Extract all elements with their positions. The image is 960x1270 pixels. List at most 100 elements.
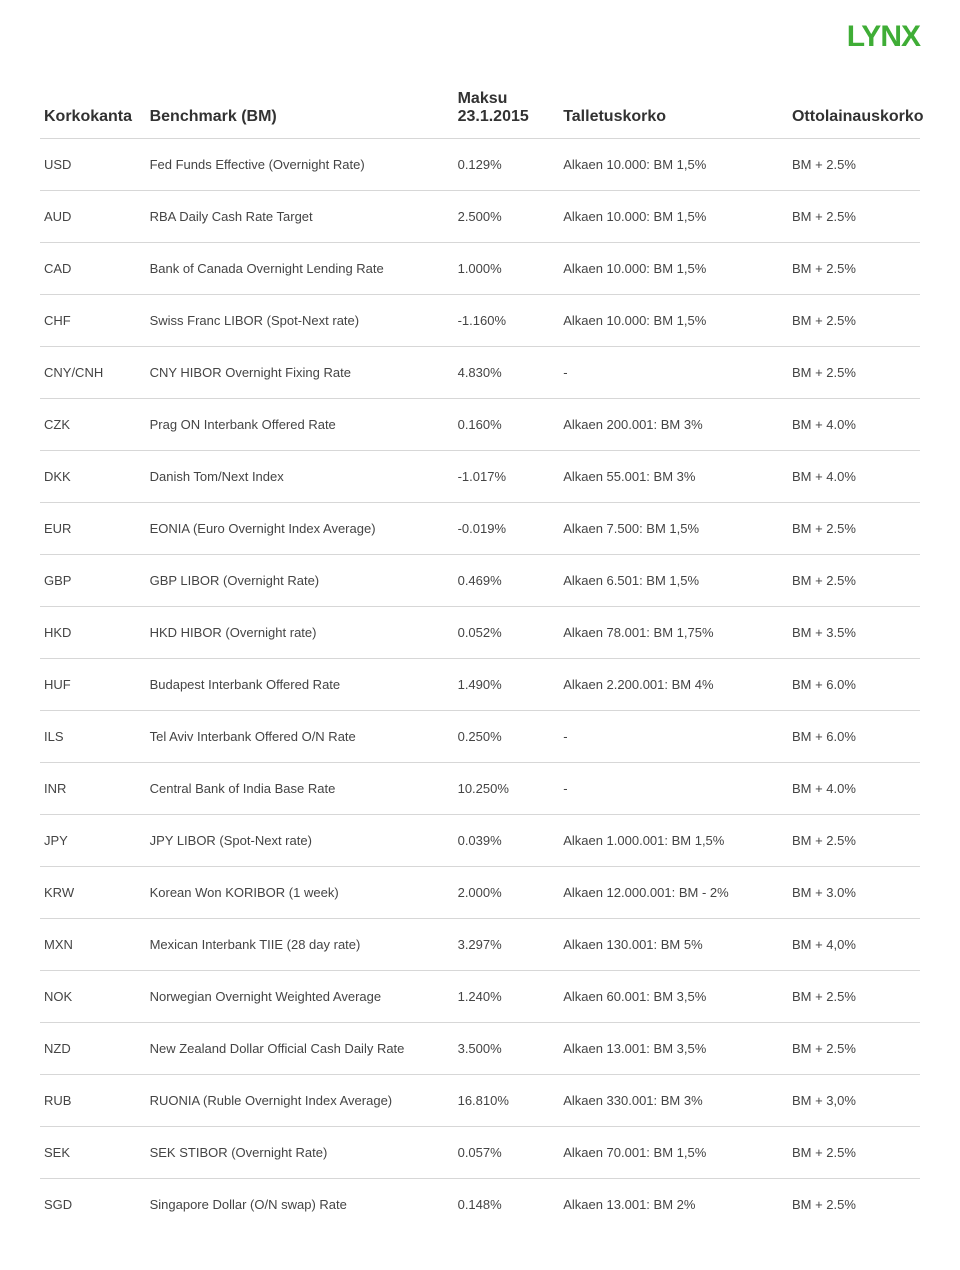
cell-loan: BM + 2.5% — [788, 1023, 920, 1075]
cell-loan: BM + 3.0% — [788, 867, 920, 919]
cell-rate: 1.240% — [454, 971, 560, 1023]
cell-currency: EUR — [40, 503, 146, 555]
cell-currency: DKK — [40, 451, 146, 503]
cell-rate: 0.039% — [454, 815, 560, 867]
cell-loan: BM + 4.0% — [788, 763, 920, 815]
cell-loan: BM + 2.5% — [788, 555, 920, 607]
cell-rate: 0.160% — [454, 399, 560, 451]
cell-deposit: Alkaen 78.001: BM 1,75% — [559, 607, 788, 659]
table-row: CADBank of Canada Overnight Lending Rate… — [40, 243, 920, 295]
cell-rate: 0.057% — [454, 1127, 560, 1179]
cell-rate: 0.250% — [454, 711, 560, 763]
table-row: USDFed Funds Effective (Overnight Rate)0… — [40, 139, 920, 191]
table-row: JPYJPY LIBOR (Spot-Next rate)0.039%Alkae… — [40, 815, 920, 867]
cell-currency: CHF — [40, 295, 146, 347]
cell-benchmark: Singapore Dollar (O/N swap) Rate — [146, 1179, 454, 1231]
cell-deposit: - — [559, 347, 788, 399]
cell-currency: RUB — [40, 1075, 146, 1127]
cell-currency: CZK — [40, 399, 146, 451]
cell-rate: 0.129% — [454, 139, 560, 191]
col-ottolainauskorko: Ottolainauskorko — [788, 84, 920, 139]
cell-currency: AUD — [40, 191, 146, 243]
cell-loan: BM + 3,0% — [788, 1075, 920, 1127]
table-row: GBPGBP LIBOR (Overnight Rate)0.469%Alkae… — [40, 555, 920, 607]
table-row: CHFSwiss Franc LIBOR (Spot-Next rate)-1.… — [40, 295, 920, 347]
table-row: NZDNew Zealand Dollar Official Cash Dail… — [40, 1023, 920, 1075]
cell-deposit: Alkaen 60.001: BM 3,5% — [559, 971, 788, 1023]
cell-loan: BM + 6.0% — [788, 711, 920, 763]
cell-rate: -0.019% — [454, 503, 560, 555]
table-row: EUREONIA (Euro Overnight Index Average)-… — [40, 503, 920, 555]
cell-currency: MXN — [40, 919, 146, 971]
cell-currency: ILS — [40, 711, 146, 763]
rates-table: Korkokanta Benchmark (BM) Maksu 23.1.201… — [40, 84, 920, 1230]
cell-rate: 2.000% — [454, 867, 560, 919]
cell-deposit: Alkaen 10.000: BM 1,5% — [559, 139, 788, 191]
cell-loan: BM + 2.5% — [788, 971, 920, 1023]
cell-benchmark: Korean Won KORIBOR (1 week) — [146, 867, 454, 919]
col-maksu-date: 23.1.2015 — [458, 108, 556, 126]
cell-benchmark: HKD HIBOR (Overnight rate) — [146, 607, 454, 659]
table-row: DKKDanish Tom/Next Index-1.017%Alkaen 55… — [40, 451, 920, 503]
cell-currency: GBP — [40, 555, 146, 607]
cell-deposit: Alkaen 1.000.001: BM 1,5% — [559, 815, 788, 867]
cell-deposit: Alkaen 200.001: BM 3% — [559, 399, 788, 451]
cell-deposit: Alkaen 55.001: BM 3% — [559, 451, 788, 503]
cell-loan: BM + 2.5% — [788, 815, 920, 867]
cell-deposit: Alkaen 10.000: BM 1,5% — [559, 191, 788, 243]
cell-rate: 0.469% — [454, 555, 560, 607]
cell-currency: NOK — [40, 971, 146, 1023]
logo: LYNX — [40, 20, 920, 54]
cell-currency: SEK — [40, 1127, 146, 1179]
cell-deposit: - — [559, 763, 788, 815]
table-row: CZKPrag ON Interbank Offered Rate0.160%A… — [40, 399, 920, 451]
cell-loan: BM + 2.5% — [788, 139, 920, 191]
table-row: AUDRBA Daily Cash Rate Target2.500%Alkae… — [40, 191, 920, 243]
cell-currency: SGD — [40, 1179, 146, 1231]
col-talletuskorko: Talletuskorko — [559, 84, 788, 139]
table-row: NOKNorwegian Overnight Weighted Average1… — [40, 971, 920, 1023]
cell-deposit: Alkaen 7.500: BM 1,5% — [559, 503, 788, 555]
table-row: RUBRUONIA (Ruble Overnight Index Average… — [40, 1075, 920, 1127]
cell-deposit: Alkaen 130.001: BM 5% — [559, 919, 788, 971]
table-row: CNY/CNHCNY HIBOR Overnight Fixing Rate4.… — [40, 347, 920, 399]
cell-deposit: Alkaen 13.001: BM 3,5% — [559, 1023, 788, 1075]
cell-currency: JPY — [40, 815, 146, 867]
cell-benchmark: Tel Aviv Interbank Offered O/N Rate — [146, 711, 454, 763]
table-row: SGDSingapore Dollar (O/N swap) Rate0.148… — [40, 1179, 920, 1231]
cell-benchmark: Swiss Franc LIBOR (Spot-Next rate) — [146, 295, 454, 347]
table-row: KRWKorean Won KORIBOR (1 week)2.000%Alka… — [40, 867, 920, 919]
cell-currency: USD — [40, 139, 146, 191]
col-korkokanta: Korkokanta — [40, 84, 146, 139]
table-row: INRCentral Bank of India Base Rate10.250… — [40, 763, 920, 815]
cell-benchmark: Budapest Interbank Offered Rate — [146, 659, 454, 711]
cell-loan: BM + 6.0% — [788, 659, 920, 711]
cell-currency: CAD — [40, 243, 146, 295]
cell-benchmark: GBP LIBOR (Overnight Rate) — [146, 555, 454, 607]
cell-benchmark: EONIA (Euro Overnight Index Average) — [146, 503, 454, 555]
cell-loan: BM + 4.0% — [788, 451, 920, 503]
cell-deposit: Alkaen 10.000: BM 1,5% — [559, 295, 788, 347]
cell-currency: CNY/CNH — [40, 347, 146, 399]
cell-benchmark: RUONIA (Ruble Overnight Index Average) — [146, 1075, 454, 1127]
cell-benchmark: Norwegian Overnight Weighted Average — [146, 971, 454, 1023]
cell-loan: BM + 2.5% — [788, 1127, 920, 1179]
cell-benchmark: Prag ON Interbank Offered Rate — [146, 399, 454, 451]
table-header-row: Korkokanta Benchmark (BM) Maksu 23.1.201… — [40, 84, 920, 139]
cell-deposit: - — [559, 711, 788, 763]
cell-benchmark: CNY HIBOR Overnight Fixing Rate — [146, 347, 454, 399]
cell-benchmark: Danish Tom/Next Index — [146, 451, 454, 503]
cell-benchmark: JPY LIBOR (Spot-Next rate) — [146, 815, 454, 867]
table-row: HKDHKD HIBOR (Overnight rate)0.052%Alkae… — [40, 607, 920, 659]
cell-loan: BM + 2.5% — [788, 191, 920, 243]
col-maksu: Maksu 23.1.2015 — [454, 84, 560, 139]
cell-rate: 10.250% — [454, 763, 560, 815]
cell-rate: -1.017% — [454, 451, 560, 503]
cell-rate: 0.148% — [454, 1179, 560, 1231]
cell-loan: BM + 3.5% — [788, 607, 920, 659]
table-row: HUFBudapest Interbank Offered Rate1.490%… — [40, 659, 920, 711]
cell-deposit: Alkaen 330.001: BM 3% — [559, 1075, 788, 1127]
col-maksu-label: Maksu — [458, 90, 556, 108]
cell-rate: 3.297% — [454, 919, 560, 971]
cell-benchmark: Mexican Interbank TIIE (28 day rate) — [146, 919, 454, 971]
